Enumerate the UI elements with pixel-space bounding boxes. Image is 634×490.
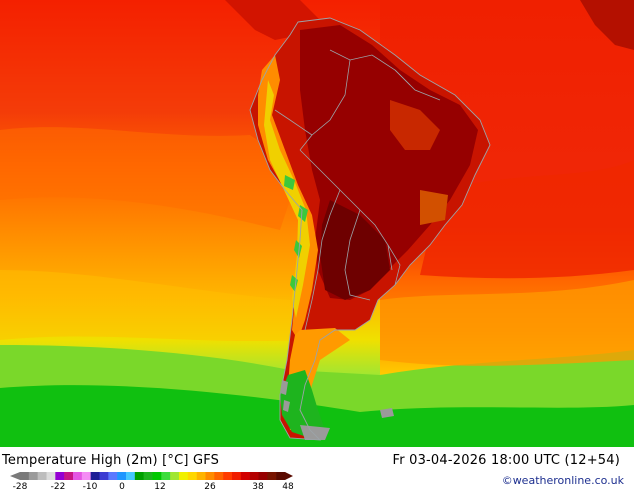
- temperature-map: [0, 0, 634, 447]
- legend-tick-label: -22: [51, 482, 66, 490]
- color-scale-legend: -28 -22 -10 0 12 26 38 48: [10, 472, 294, 490]
- legend-tick-label: 38: [252, 482, 264, 490]
- map-title: Temperature High (2m) [°C] GFS: [2, 453, 220, 468]
- legend-arrow-right: [285, 472, 293, 480]
- legend-swatch: [249, 472, 259, 480]
- chaco-extreme-zone: [320, 200, 390, 300]
- legend-swatch: [152, 472, 162, 480]
- legend-swatch: [205, 472, 215, 480]
- legend-swatch: [55, 472, 65, 480]
- patagonia-green-zone: [280, 370, 325, 438]
- legend-swatch: [81, 472, 91, 480]
- legend-swatch: [240, 472, 250, 480]
- legend-swatch: [258, 472, 268, 480]
- legend-swatch: [134, 472, 144, 480]
- coastline: [249, 17, 491, 441]
- ocean-cool-band: [0, 270, 300, 342]
- legend-swatch: [161, 472, 171, 480]
- north-america-edge: [580, 0, 634, 50]
- legend-swatch: [143, 472, 153, 480]
- legend-tick-label: -10: [83, 482, 98, 490]
- tierra-del-fuego-land: [300, 425, 330, 440]
- legend-tick-label: 0: [119, 482, 125, 490]
- legend-swatch: [90, 472, 100, 480]
- legend-swatch: [73, 472, 83, 480]
- legend-tick-label: 26: [204, 482, 216, 490]
- legend-swatch: [126, 472, 136, 480]
- chile-archipelago: [280, 380, 290, 412]
- footer-bar: [0, 447, 634, 490]
- ocean-lime-band: [0, 345, 634, 412]
- legend-swatch: [37, 472, 47, 480]
- legend-swatch: [99, 472, 109, 480]
- legend-swatch: [108, 472, 118, 480]
- legend-tick-label: 12: [154, 482, 165, 490]
- valid-time: Fr 03-04-2026 18:00 UTC (12+54): [392, 453, 620, 468]
- legend-swatch: [196, 472, 206, 480]
- legend-swatch: [117, 472, 127, 480]
- credit-link[interactable]: ©weatheronline.co.uk: [501, 474, 624, 487]
- legend-tick-label: 48: [282, 482, 294, 490]
- legend-swatch: [276, 472, 286, 480]
- legend-swatch: [20, 472, 30, 480]
- legend-swatch: [179, 472, 189, 480]
- falkland-islands: [380, 408, 394, 418]
- legend-swatch: [28, 472, 38, 480]
- brazil-highlands-warm: [420, 190, 448, 225]
- andes-green-patches: [284, 175, 308, 292]
- legend-tick-label: -28: [13, 482, 28, 490]
- legend-swatch: [232, 472, 242, 480]
- ocean-warm-band: [0, 127, 300, 230]
- legend-swatch: [267, 472, 277, 480]
- atlantic-red-zone: [420, 160, 634, 279]
- legend-swatch: [170, 472, 180, 480]
- legend-arrow-left: [10, 472, 20, 480]
- legend-swatch: [214, 472, 224, 480]
- country-borders: [274, 49, 441, 331]
- legend-swatch: [187, 472, 197, 480]
- legend-swatch: [46, 472, 56, 480]
- atlantic-orange-band: [380, 280, 634, 366]
- northeast-brazil-warm: [390, 100, 440, 150]
- legend-swatch: [223, 472, 233, 480]
- legend-swatch: [64, 472, 74, 480]
